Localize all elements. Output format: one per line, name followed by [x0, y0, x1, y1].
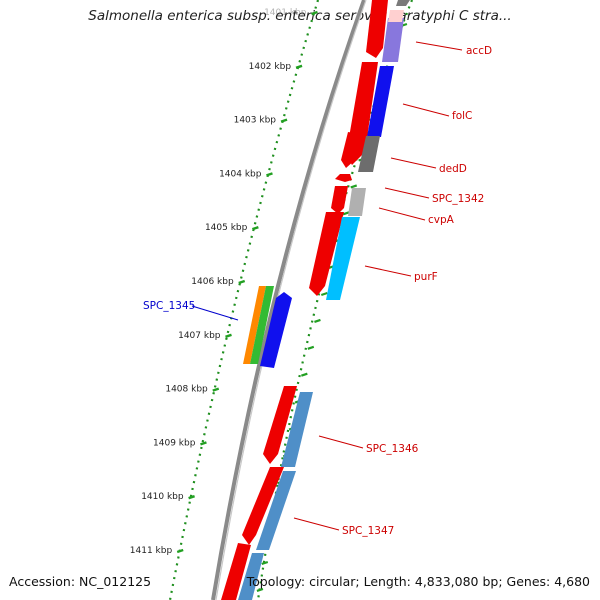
SPC_1345-cluster — [243, 286, 292, 368]
gene-blue-block[interactable] — [367, 66, 394, 137]
outer-scale-tick — [320, 291, 328, 297]
gene-label-SPC_1342[interactable]: SPC_1342 — [432, 193, 484, 205]
gene-pale-block[interactable] — [388, 10, 404, 22]
gene-label-SPC_1347[interactable]: SPC_1347 — [342, 525, 394, 537]
scale-tick — [188, 495, 195, 500]
scale-tick — [311, 10, 318, 16]
genome-summary-text: Topology: circular; Length: 4,833,080 bp… — [246, 574, 590, 589]
reverse-strand-genes — [238, 0, 410, 600]
scale-tick-label: 1402 kbp — [249, 62, 292, 72]
gene-label-SPC_1346[interactable]: SPC_1346 — [366, 443, 419, 455]
gene-cyan-block[interactable] — [326, 217, 360, 300]
gene-SPC_1345-green[interactable] — [250, 286, 274, 364]
gene-gray-block[interactable] — [358, 136, 380, 172]
scale-tick-label: 1409 kbp — [153, 438, 196, 448]
outer-scale-tick — [256, 587, 264, 592]
scale-tick-label: 1401 kbp — [264, 8, 307, 18]
gene-steelblue-block-3[interactable] — [238, 553, 264, 600]
gene-label-accD[interactable]: accD — [466, 45, 492, 57]
outer-scale-tick — [314, 318, 321, 323]
gene-label-cvpA[interactable]: cvpA — [428, 214, 455, 226]
backbone-arc-highlight — [215, 0, 367, 600]
outer-scale-tick — [300, 372, 308, 377]
scale-tick-label: 1404 kbp — [219, 169, 262, 179]
gene-SPC_1345-orange[interactable] — [243, 286, 266, 364]
scale-tick — [176, 548, 184, 554]
genome-title: Salmonella enterica subsp. enterica sero… — [88, 8, 512, 24]
inner-dotted-ring — [168, 0, 320, 600]
gene-accD-block[interactable] — [366, 0, 388, 58]
scale-tick — [238, 279, 246, 285]
gene-dedD-block[interactable] — [341, 132, 360, 168]
gene-cvpA-block[interactable] — [331, 186, 348, 214]
scale-tick-label: 1407 kbp — [178, 331, 221, 341]
forward-strand-genes — [221, 0, 388, 600]
backbone-arc — [211, 0, 366, 600]
gene-lavender-block[interactable] — [382, 18, 404, 62]
scale-tick — [212, 387, 220, 392]
scale-tick-label: 1403 kbp — [234, 116, 277, 126]
accession-text: Accession: NC_012125 — [9, 574, 152, 589]
gene-bottom-block[interactable] — [221, 543, 251, 600]
scale-tick — [266, 172, 273, 177]
gene-steelblue-block-1[interactable] — [281, 392, 313, 467]
gene-label-folC[interactable]: folC — [452, 110, 472, 122]
gene-SPC_1342-block[interactable] — [335, 174, 352, 182]
scale-tick-label: 1410 kbp — [141, 492, 184, 502]
scale-tick — [200, 441, 207, 446]
outer-scale-tick — [307, 345, 315, 350]
outer-scale-tick — [350, 184, 358, 189]
gene-purF-block[interactable] — [309, 212, 344, 296]
gene-steelblue-block-2[interactable] — [256, 471, 296, 550]
gene-SPC_1345-blue[interactable] — [260, 292, 292, 368]
outer-scale-tick — [342, 211, 350, 216]
gene-labels: accD folC dedD SPC_1342 cvpA purF SPC_13… — [143, 45, 492, 537]
scale-tick-label: 1411 kbp — [130, 546, 173, 556]
scale-tick — [251, 226, 259, 231]
scale-tick — [295, 64, 303, 69]
outer-scale-tick — [261, 560, 269, 566]
gene-top-gray-block[interactable] — [396, 0, 410, 6]
gene-label-dedD[interactable]: dedD — [439, 163, 467, 175]
scale-tick — [280, 118, 288, 123]
scale-tick-label: 1405 kbp — [205, 223, 248, 233]
scale-tick — [225, 333, 232, 338]
scale-tick-label: 1406 kbp — [191, 277, 234, 287]
gene-lightgray-block[interactable] — [348, 188, 366, 216]
gene-SPC_1346-block[interactable] — [263, 386, 297, 464]
gene-SPC_1347-block[interactable] — [242, 467, 284, 545]
scale-tick-label: 1408 kbp — [165, 385, 208, 395]
label-leaders — [191, 41, 463, 531]
scale-tick-labels: 1401 kbp 1402 kbp 1403 kbp 1404 kbp 1405 kbp… — [130, 8, 307, 556]
gene-label-SPC_1345[interactable]: SPC_1345 — [143, 300, 195, 312]
gene-label-purF[interactable]: purF — [414, 271, 438, 283]
